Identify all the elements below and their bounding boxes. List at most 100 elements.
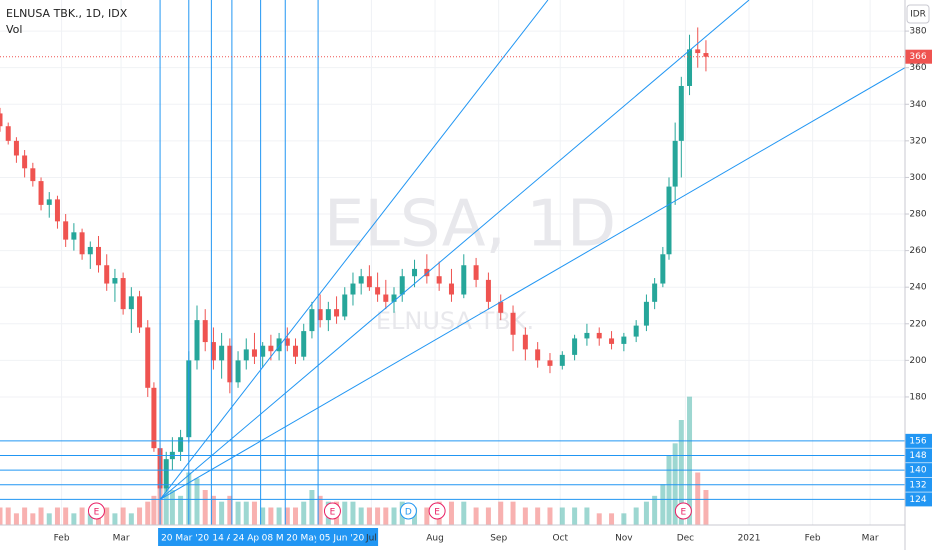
volume-bar (71, 513, 77, 525)
volume-bar (276, 507, 282, 525)
volume-bar (227, 495, 233, 525)
date-label: 24 Apr (233, 534, 263, 544)
volume-bar (559, 507, 565, 525)
event-label[interactable]: D (405, 508, 412, 518)
date-label: 14 Apr (212, 534, 242, 544)
candle-body (695, 49, 701, 54)
event-marker[interactable] (323, 502, 341, 520)
volume-bar (293, 507, 299, 525)
volume-bar (284, 507, 290, 525)
candle-body (235, 360, 241, 383)
candle-body (596, 332, 602, 339)
volume-bar (235, 501, 241, 525)
candle-body (137, 296, 143, 328)
candle-body (54, 199, 60, 222)
price-label-box (905, 477, 932, 492)
event-marker[interactable] (428, 502, 446, 520)
x-tick-label: 2021 (738, 534, 761, 544)
y-tick-label: 300 (909, 173, 926, 183)
candle-body (584, 332, 590, 339)
volume-bar (202, 490, 208, 525)
volume-bar (383, 507, 389, 525)
candle-body (412, 268, 418, 277)
candle-body (666, 186, 672, 255)
x-tick-label: Mar (113, 534, 130, 544)
volume-bar (375, 507, 381, 525)
volume-bar (163, 484, 169, 525)
volume-bar (666, 455, 672, 525)
volume-bar (672, 443, 678, 525)
candle-body (383, 294, 389, 302)
candle-body (284, 338, 290, 346)
volume-bar (13, 513, 19, 525)
date-label: 20 Mar '20 (161, 534, 209, 544)
volume-bar (151, 495, 157, 525)
volume-bar (342, 501, 348, 525)
candle-body (547, 360, 553, 366)
candle-body (260, 345, 266, 357)
candle-body (202, 320, 208, 343)
date-label-box (158, 528, 221, 546)
volume-bar (243, 501, 249, 525)
candle-body (268, 345, 274, 352)
x-tick-label: Mar (862, 534, 879, 544)
price-label: 132 (909, 480, 926, 490)
candle-body (375, 287, 381, 295)
volume-bar (584, 507, 590, 525)
currency-box[interactable] (906, 4, 930, 24)
candle-body (535, 349, 541, 361)
candle-body (643, 301, 649, 326)
event-marker[interactable] (674, 502, 692, 520)
volume-bar (112, 513, 118, 525)
candle-body (0, 113, 3, 127)
candle-body (510, 312, 516, 335)
candle-body (194, 320, 200, 361)
candle-body (30, 168, 36, 182)
y-tick-label: 180 (909, 392, 926, 402)
volume-bar (79, 507, 85, 525)
candle-body (210, 342, 216, 361)
y-tick-label: 220 (909, 319, 926, 329)
price-label: 148 (909, 451, 926, 461)
volume-bar (547, 507, 553, 525)
candle-body (96, 246, 102, 266)
candle-body (317, 309, 323, 321)
x-tick-label: Nov (615, 534, 633, 544)
trend-line (159, 0, 549, 500)
event-marker[interactable] (87, 502, 105, 520)
candle-body (461, 265, 467, 295)
price-label: 124 (909, 495, 926, 505)
volume-bar (22, 507, 28, 525)
candle-body (251, 349, 257, 357)
trend-line (159, 67, 905, 500)
event-label[interactable]: E (330, 508, 336, 518)
volume-bar (596, 513, 602, 525)
volume-bar (366, 507, 372, 525)
volume-bar (660, 484, 666, 525)
volume-bar (128, 513, 134, 525)
chart-title: ELNUSA TBK., 1D, IDX (6, 7, 128, 20)
candle-body (559, 354, 565, 366)
watermark-subtitle: ELNUSA TBK. (376, 307, 534, 335)
event-marker[interactable] (399, 502, 417, 520)
price-label: 140 (909, 466, 926, 476)
candle-body (5, 126, 11, 141)
candle-body (652, 283, 658, 302)
currency[interactable]: IDR (910, 10, 926, 20)
y-tick-label: 260 (909, 246, 926, 256)
candle-body (485, 279, 491, 302)
candle-body (112, 278, 118, 284)
candle-body (678, 85, 684, 141)
last-price-box (905, 49, 932, 64)
volume-bar (169, 490, 175, 525)
volume-bar (178, 495, 184, 525)
event-label[interactable]: E (681, 508, 687, 518)
event-label[interactable]: E (434, 508, 440, 518)
x-tick-label: Dec (677, 534, 694, 544)
volume-bar (260, 507, 266, 525)
x-tick-label: Feb (54, 534, 70, 544)
volume-bar (358, 507, 364, 525)
candle-body (621, 336, 627, 344)
event-label[interactable]: E (94, 508, 100, 518)
